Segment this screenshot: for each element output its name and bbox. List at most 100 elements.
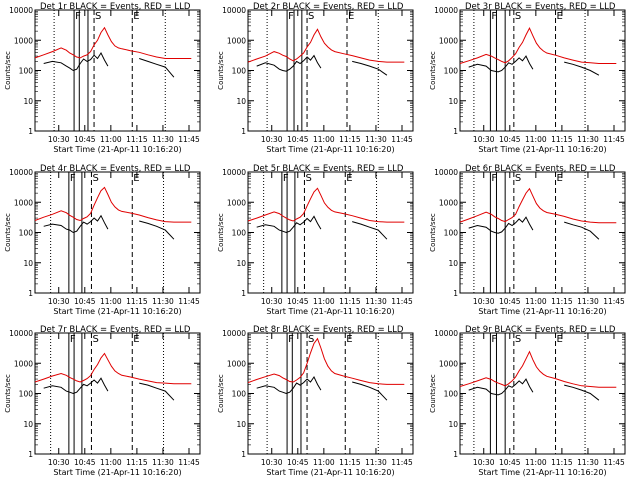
x-tick-label: 11:00 (100, 458, 122, 467)
panel-title: Det 3r BLACK = Events, RED = LLD (465, 2, 616, 12)
marker-label: F (283, 173, 289, 184)
events-series-line (43, 214, 175, 240)
x-tick-label: 11:45 (391, 135, 413, 144)
x-tick-label: 10:45 (287, 297, 309, 306)
marker-label: S (95, 11, 101, 22)
y-axis-label: Counts/sec (429, 374, 437, 413)
marker-label: F (491, 334, 497, 345)
x-tick-label: 11:45 (178, 297, 200, 306)
events-series-line (43, 377, 175, 401)
x-tick-label: 11:15 (551, 297, 573, 306)
marker-label: S (308, 334, 314, 345)
marker-label: S (305, 173, 311, 184)
y-tick-label: 1000 (14, 36, 33, 45)
x-tick-label: 11:30 (365, 297, 387, 306)
y-tick-label: 100 (19, 390, 34, 399)
y-tick-label: 1 (241, 450, 246, 459)
marker-label: F (288, 11, 294, 22)
x-axis-label: Start Time (21-Apr-11 10:16:20) (266, 468, 394, 477)
y-tick-label: 1 (453, 127, 458, 136)
lld-series-line (34, 186, 192, 223)
x-tick-label: 11:15 (339, 297, 361, 306)
y-tick-label: 10 (448, 259, 458, 268)
events-series-line (468, 216, 600, 240)
marker-label: S (515, 11, 521, 22)
lld-series-line (34, 26, 192, 59)
y-tick-label: 10 (236, 420, 246, 429)
plot-frame (34, 171, 201, 294)
x-tick-label: 11:00 (525, 458, 547, 467)
events-series-line (43, 51, 175, 78)
y-axis-label: Counts/sec (4, 213, 12, 252)
y-tick-label: 1 (241, 127, 246, 136)
x-tick-label: 10:45 (287, 458, 309, 467)
x-tick-label: 11:30 (152, 135, 174, 144)
y-tick-label: 100 (19, 67, 34, 76)
events-series-line (256, 376, 388, 401)
lld-series-line (247, 187, 405, 223)
y-tick-label: 10 (23, 259, 33, 268)
panel-title: Det 9r BLACK = Events, RED = LLD (465, 325, 616, 335)
x-tick-label: 11:45 (603, 135, 625, 144)
marker-label: S (92, 173, 98, 184)
marker-label: E (346, 334, 352, 345)
x-tick-label: 10:45 (74, 135, 96, 144)
y-tick-label: 1 (241, 289, 246, 298)
plot-frame (247, 171, 414, 294)
y-tick-label: 1000 (227, 198, 246, 207)
y-tick-label: 1000 (227, 36, 246, 45)
y-tick-label: 10 (448, 97, 458, 106)
x-tick-label: 11:45 (178, 135, 200, 144)
x-tick-label: 11:30 (365, 135, 387, 144)
x-tick-label: 11:00 (313, 297, 335, 306)
x-tick-label: 11:15 (339, 135, 361, 144)
detector-panel: F S E 1 10 100 1000 10000 10:30 10:45 11:00 11:15 11… (429, 2, 626, 154)
x-tick-label: 11:15 (551, 458, 573, 467)
panel-title: Det 5r BLACK = Events, RED = LLD (253, 164, 404, 174)
x-tick-label: 10:45 (287, 135, 309, 144)
x-tick-label: 11:30 (365, 458, 387, 467)
events-series-line (468, 378, 600, 401)
lld-series-line (34, 352, 192, 385)
y-tick-label: 10000 (9, 168, 33, 177)
x-tick-label: 10:45 (499, 297, 521, 306)
x-tick-label: 10:30 (261, 135, 283, 144)
plot-frame (247, 332, 414, 455)
lld-series-line (459, 187, 617, 224)
x-tick-label: 11:30 (577, 135, 599, 144)
marker-label: S (515, 334, 521, 345)
y-tick-label: 10 (236, 97, 246, 106)
y-axis-label: Counts/sec (429, 51, 437, 90)
y-axis-label: Counts/sec (217, 374, 225, 413)
marker-label: E (133, 334, 139, 345)
marker-label: E (557, 173, 563, 184)
x-tick-label: 11:00 (313, 135, 335, 144)
marker-label: E (557, 11, 563, 22)
detector-panel: F S E 1 10 100 1000 10000 10:30 10:45 11:00 11:15 11… (217, 164, 414, 316)
plot-frame (34, 332, 201, 455)
x-tick-label: 11:30 (152, 297, 174, 306)
y-tick-label: 10 (23, 420, 33, 429)
x-tick-label: 11:30 (152, 458, 174, 467)
y-tick-label: 10000 (9, 6, 33, 15)
y-tick-label: 10000 (434, 329, 458, 338)
x-tick-label: 10:45 (74, 297, 96, 306)
x-tick-label: 10:30 (48, 135, 70, 144)
y-tick-label: 10 (23, 97, 33, 106)
x-axis-label: Start Time (21-Apr-11 10:16:20) (478, 468, 606, 477)
x-tick-label: 11:15 (339, 458, 361, 467)
marker-label: S (308, 11, 314, 22)
y-tick-label: 1 (453, 450, 458, 459)
y-tick-label: 100 (232, 67, 247, 76)
x-tick-label: 10:30 (261, 297, 283, 306)
plot-frame (459, 171, 626, 294)
y-tick-label: 1000 (439, 36, 458, 45)
x-axis-label: Start Time (21-Apr-11 10:16:20) (266, 307, 394, 316)
x-tick-label: 11:00 (100, 297, 122, 306)
panel-title: Det 7r BLACK = Events, RED = LLD (40, 325, 191, 335)
y-tick-label: 1 (28, 450, 33, 459)
panel-title: Det 6r BLACK = Events, RED = LLD (465, 164, 616, 174)
marker-label: E (133, 11, 139, 22)
lld-series-line (247, 337, 405, 385)
